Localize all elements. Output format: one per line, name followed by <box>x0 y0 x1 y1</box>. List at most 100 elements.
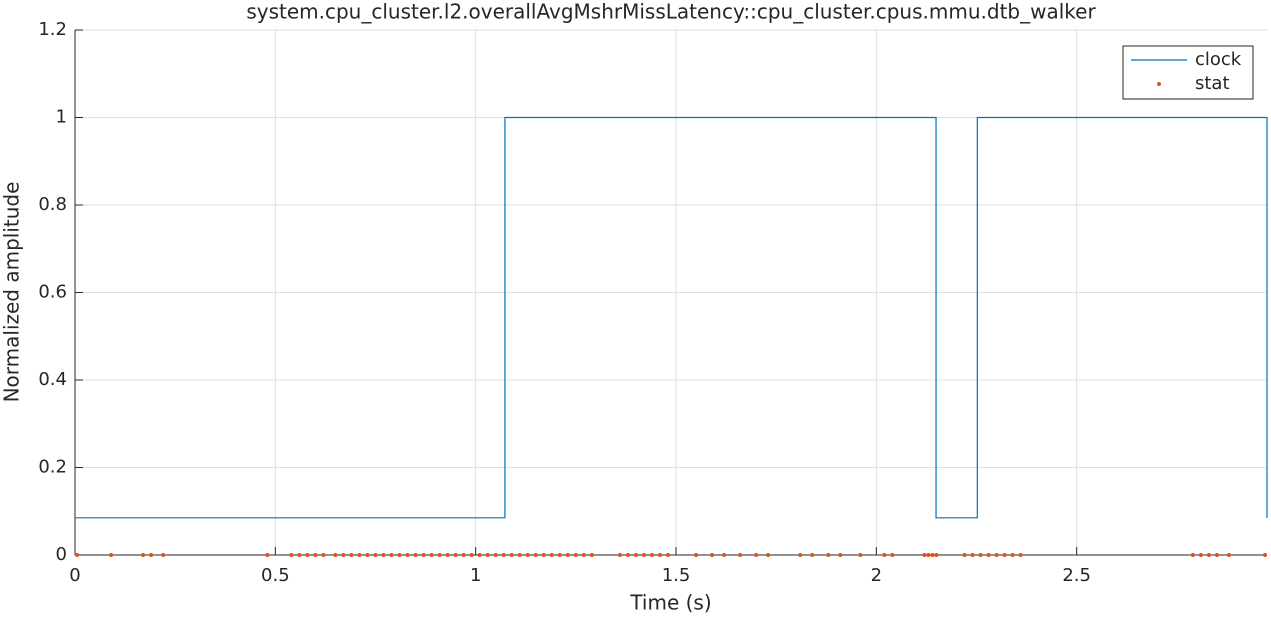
data-point <box>1002 553 1007 557</box>
data-point <box>289 553 294 557</box>
data-point <box>141 553 146 557</box>
data-point <box>501 553 506 557</box>
data-point <box>549 553 554 557</box>
data-point <box>994 553 999 557</box>
data-point <box>437 553 442 557</box>
y-tick-label: 0.8 <box>38 194 67 215</box>
y-tick-label: 0 <box>56 544 67 565</box>
data-point <box>826 553 831 557</box>
data-point <box>970 553 975 557</box>
x-tick-label: 0 <box>69 565 80 586</box>
legend-box <box>1122 45 1254 100</box>
data-point <box>389 553 394 557</box>
data-point <box>517 553 522 557</box>
data-point <box>738 553 743 557</box>
data-point <box>161 553 166 557</box>
x-tick-label: 1 <box>470 565 481 586</box>
line-series <box>75 116 1268 519</box>
data-point <box>657 553 662 557</box>
y-tick-label: 1 <box>56 107 67 128</box>
y-tick-label: 1.2 <box>38 19 67 40</box>
data-point <box>710 553 715 557</box>
data-point <box>633 553 638 557</box>
data-point <box>649 553 654 557</box>
legend-swatch <box>1157 82 1161 86</box>
data-point <box>541 553 546 557</box>
data-point <box>722 553 727 557</box>
data-point <box>589 553 594 557</box>
legend: clock stat <box>1122 45 1254 100</box>
data-point <box>978 553 983 557</box>
data-point <box>922 553 927 557</box>
data-point <box>882 553 887 557</box>
x-tick-label: 2 <box>871 565 882 586</box>
data-point <box>265 553 270 557</box>
data-point <box>858 553 863 557</box>
y-tick-label: 0.2 <box>38 457 67 478</box>
data-point <box>453 553 458 557</box>
data-point <box>1198 553 1203 557</box>
data-point <box>461 553 466 557</box>
data-point <box>766 553 771 557</box>
data-point <box>617 553 622 557</box>
data-point <box>75 553 80 557</box>
data-point <box>641 553 646 557</box>
data-point <box>581 553 586 557</box>
data-point <box>413 553 418 557</box>
data-point <box>109 553 114 557</box>
data-point <box>934 553 939 557</box>
data-point <box>493 553 498 557</box>
data-point <box>341 553 346 557</box>
data-point <box>625 553 630 557</box>
data-point <box>930 553 935 557</box>
y-tick-label: 0.4 <box>38 369 67 390</box>
data-point <box>986 553 991 557</box>
data-point <box>1214 553 1219 557</box>
x-tick-label: 1.5 <box>662 565 691 586</box>
data-point <box>321 553 326 557</box>
data-point <box>313 553 318 557</box>
data-point <box>557 553 562 557</box>
data-point <box>926 553 931 557</box>
data-point <box>533 553 538 557</box>
data-point <box>397 553 402 557</box>
data-point <box>665 553 670 557</box>
data-point <box>1226 553 1231 557</box>
data-point <box>1010 553 1015 557</box>
data-point <box>357 553 362 557</box>
data-point <box>573 553 578 557</box>
data-point <box>509 553 514 557</box>
data-point <box>405 553 410 557</box>
data-point <box>525 553 530 557</box>
legend-label: clock <box>1195 49 1242 70</box>
data-point <box>445 553 450 557</box>
data-point <box>373 553 378 557</box>
data-point <box>754 553 759 557</box>
data-point <box>381 553 386 557</box>
data-point <box>305 553 310 557</box>
data-point <box>962 553 967 557</box>
data-point <box>349 553 354 557</box>
y-axis-label: Normalized amplitude <box>0 182 24 403</box>
data-point <box>421 553 426 557</box>
data-point <box>694 553 699 557</box>
data-point <box>485 553 490 557</box>
data-point <box>798 553 803 557</box>
chart-title: system.cpu_cluster.l2.overallAvgMshrMiss… <box>246 0 1096 24</box>
legend-label: stat <box>1195 73 1230 94</box>
data-point <box>810 553 815 557</box>
x-tick-label: 0.5 <box>261 565 290 586</box>
data-point <box>565 553 570 557</box>
x-axis-label: Time (s) <box>629 591 711 615</box>
data-point <box>477 553 482 557</box>
data-point <box>469 553 474 557</box>
data-point <box>297 553 302 557</box>
data-point <box>838 553 843 557</box>
data-point <box>149 553 154 557</box>
data-point <box>333 553 338 557</box>
data-point <box>429 553 434 557</box>
data-point <box>890 553 895 557</box>
y-tick-label: 0.6 <box>38 282 67 303</box>
data-point <box>365 553 370 557</box>
